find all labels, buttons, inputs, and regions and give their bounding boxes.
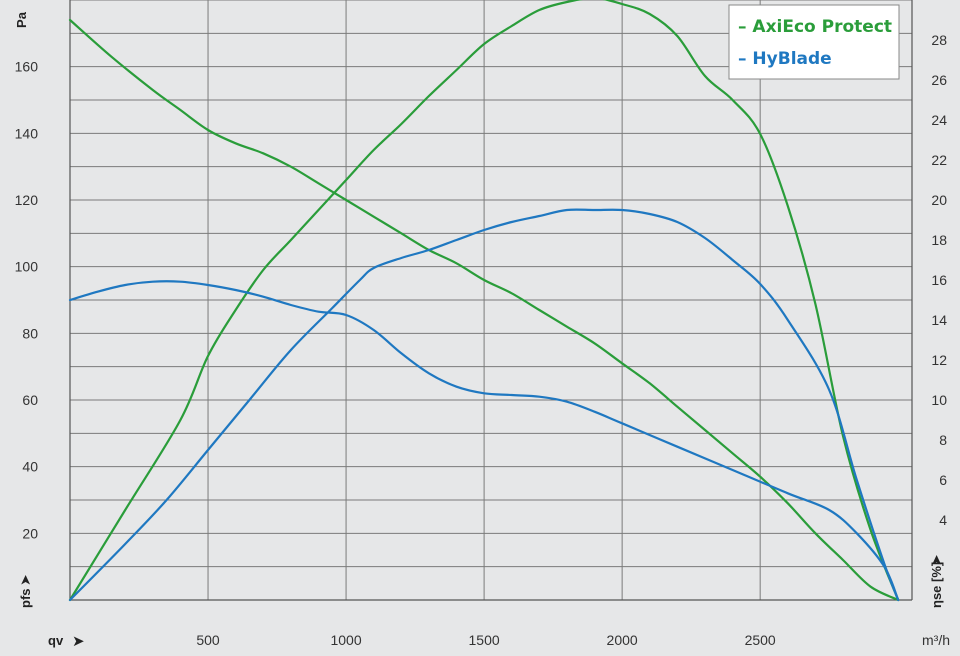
y-label-right: ηse [%]: [929, 562, 944, 608]
series-line-hyblade-efficiency: [68, 208, 900, 602]
y-tick-right-label: 22: [931, 152, 947, 168]
x-tick-label: 2500: [745, 632, 776, 648]
y-tick-right-label: 20: [931, 192, 947, 208]
y-label-left-arrow: ➤: [18, 574, 34, 586]
y-tick-left-label: 140: [15, 125, 39, 141]
legend-label-1: HyBlade: [752, 49, 831, 69]
y-tick-right-label: 4: [939, 512, 947, 528]
x-label-arrow: ➤: [72, 632, 85, 650]
x-unit: m³/h: [922, 632, 950, 648]
y-label-right-arrow: ➤: [929, 554, 945, 566]
x-label: qv: [48, 633, 64, 648]
y-tick-left-label: 120: [15, 192, 39, 208]
series-line-hyblade-pressure: [68, 280, 900, 602]
y-tick-left-label: 20: [22, 525, 38, 541]
y-tick-left-label: 100: [15, 259, 39, 275]
legend-box: [728, 4, 900, 80]
y-label-left-group: pfs ➤: [18, 574, 34, 608]
y-tick-right-label: 6: [939, 472, 947, 488]
y-tick-left-label: 160: [15, 59, 39, 75]
y-tick-left-label: 80: [22, 325, 38, 341]
y-tick-right-label: 26: [931, 72, 947, 88]
y-label-right-group: ηse [%] ➤: [929, 554, 945, 608]
y-tick-right-label: 16: [931, 272, 947, 288]
y-tick-left-label: 40: [22, 459, 38, 475]
y-tick-right-label: 8: [939, 432, 947, 448]
y-label-left: pfs: [18, 589, 33, 609]
x-label-group: qv ➤: [48, 632, 85, 650]
series: [68, 0, 900, 602]
y-unit-left: Pa: [14, 11, 29, 28]
series-line-axieco-protect-efficiency: [68, 0, 900, 602]
x-tick-label: 2000: [607, 632, 638, 648]
y-tick-right-label: 14: [931, 312, 947, 328]
x-tick-label: 1000: [330, 632, 361, 648]
x-tick-label: 500: [196, 632, 220, 648]
y-tick-right-label: 12: [931, 352, 947, 368]
tick-labels: 20 40 60 80 100 120 140 160 4 6 8 10 12 14 16 18 20 22 24 2…: [15, 32, 948, 648]
series-line-axieco-protect-pressure: [68, 18, 900, 602]
y-tick-right-label: 10: [931, 392, 947, 408]
x-tick-label: 1500: [469, 632, 500, 648]
y-tick-right-label: 18: [931, 232, 947, 248]
y-tick-right-label: 28: [931, 32, 947, 48]
y-tick-left-label: 60: [22, 392, 38, 408]
grid: [69, 0, 913, 601]
legend-label-0: AxiEco Protect: [752, 17, 892, 37]
legend: – AxiEco Protect – HyBlade: [728, 4, 900, 80]
legend-item-0: – AxiEco Protect: [738, 17, 892, 37]
y-tick-right-label: 24: [931, 112, 947, 128]
legend-item-1: – HyBlade: [738, 49, 832, 69]
